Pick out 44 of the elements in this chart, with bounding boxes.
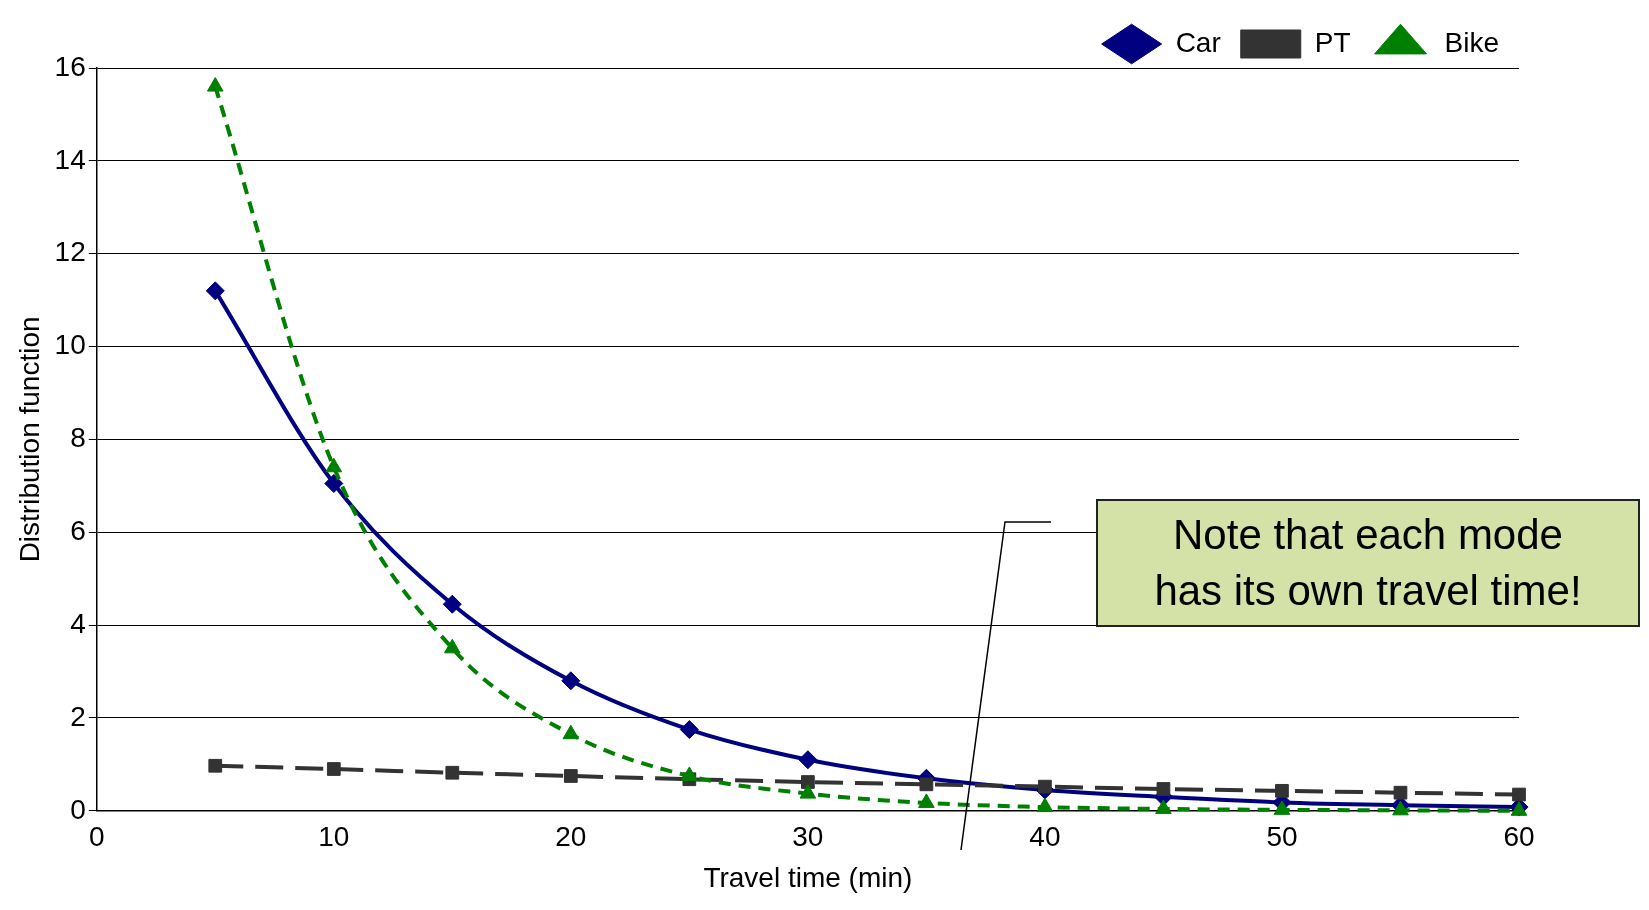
point	[561, 671, 581, 691]
point	[442, 594, 462, 614]
point	[1393, 785, 1408, 800]
y-tick-label: 4	[70, 607, 86, 639]
point	[206, 77, 224, 92]
point	[1038, 779, 1052, 794]
x-tick-label: 50	[1266, 821, 1298, 853]
point	[799, 784, 817, 799]
point	[325, 457, 343, 473]
point	[1156, 782, 1171, 796]
point	[919, 777, 934, 792]
x-tick-label: 60	[1503, 821, 1535, 853]
y-tick-label: 2	[70, 700, 86, 732]
x-tick-label: 10	[318, 821, 350, 853]
point	[208, 758, 223, 773]
point	[205, 281, 225, 301]
x-tick-label: 20	[555, 821, 587, 853]
point	[445, 765, 460, 780]
point	[798, 750, 818, 770]
y-tick-label: 8	[70, 422, 86, 454]
x-tick-label: 30	[792, 821, 824, 853]
point	[326, 762, 341, 776]
x-tick-label: 40	[1029, 821, 1061, 853]
x-axis-title: Travel time (min)	[703, 861, 913, 893]
legend-label: Car	[1175, 26, 1221, 58]
y-tick-label: 14	[54, 143, 86, 175]
point	[1036, 797, 1054, 813]
point	[324, 474, 344, 493]
y-axis-title: Distribution function	[13, 316, 45, 563]
point	[562, 724, 580, 740]
point	[801, 775, 815, 789]
point	[563, 769, 578, 783]
y-tick-label: 16	[54, 50, 86, 82]
y-tick-label: 12	[54, 236, 86, 268]
y-tick-label: 10	[54, 329, 86, 361]
point	[1275, 783, 1289, 798]
y-tick-label: 0	[70, 793, 86, 825]
y-tick-label: 6	[70, 514, 86, 546]
point	[444, 638, 461, 654]
point	[1512, 787, 1526, 802]
point	[679, 720, 699, 740]
annotation: Note that each mode has its own travel time!	[1096, 499, 1640, 627]
legend-label: PT	[1314, 26, 1351, 58]
legend-label: Bike	[1444, 26, 1499, 58]
